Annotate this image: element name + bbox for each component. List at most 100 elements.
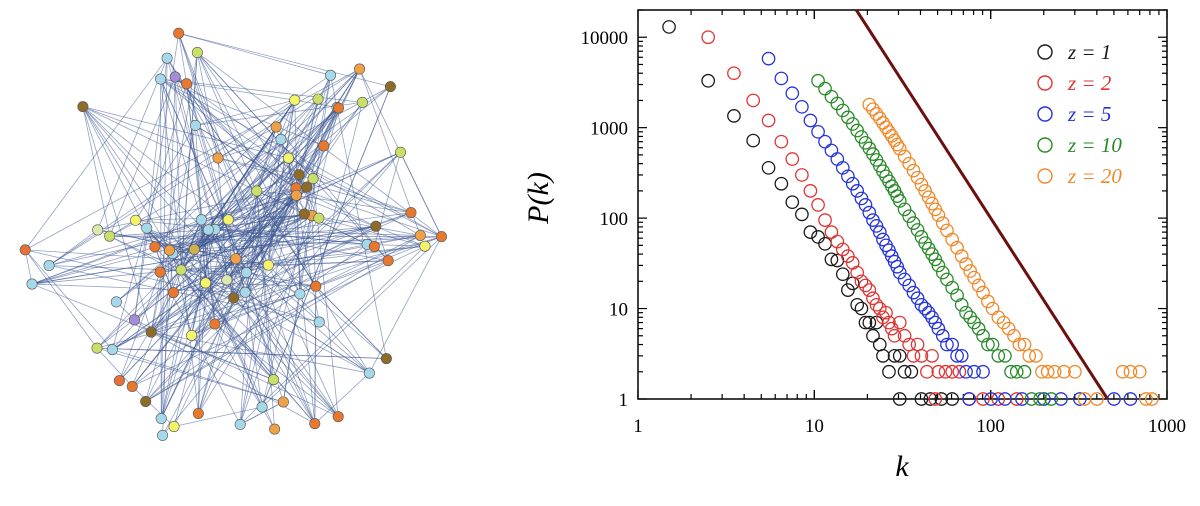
network-node (149, 241, 161, 253)
data-point (1001, 321, 1016, 336)
data-point (869, 297, 884, 312)
data-point (897, 328, 912, 343)
data-point (890, 259, 905, 274)
network-node (234, 418, 246, 430)
plot-frame (637, 9, 1168, 400)
network-edge (173, 406, 263, 427)
data-point (1024, 392, 1039, 406)
network-edge (214, 229, 320, 323)
data-point (803, 113, 818, 128)
network-node (92, 224, 104, 236)
y-tick-label: 10000 (581, 28, 629, 49)
network-node (267, 374, 279, 386)
data-point (950, 348, 964, 363)
network-node (298, 208, 310, 220)
data-point (1033, 392, 1047, 406)
data-point (914, 348, 929, 363)
network-edge (268, 243, 368, 266)
data-point (959, 305, 973, 320)
legend: z = 1 z = 2 z = 5 z = 10 z = 20 (1037, 40, 1122, 188)
data-point (906, 216, 921, 230)
data-point (938, 364, 953, 379)
network-node (189, 119, 201, 131)
network-edge (311, 215, 421, 236)
data-point (872, 111, 887, 126)
network-node (370, 220, 382, 232)
network-node (332, 102, 344, 114)
network-edge (267, 264, 339, 417)
network-edge (159, 157, 289, 273)
network-edge (235, 68, 360, 259)
data-point (934, 392, 949, 406)
data-point (811, 124, 825, 139)
data-point (890, 137, 905, 152)
network-node (188, 243, 200, 255)
data-point (935, 328, 950, 343)
data-point (985, 301, 1000, 316)
network-edge (217, 157, 228, 280)
network-edge (214, 323, 274, 380)
network-node (309, 418, 321, 430)
data-point (876, 348, 890, 363)
data-point (991, 348, 1006, 363)
data-point (1054, 392, 1068, 406)
legend-label: z = 10 (1067, 133, 1122, 157)
network-node (154, 266, 166, 278)
network-edge (275, 126, 389, 261)
network-node (168, 420, 180, 432)
network-edge (25, 249, 269, 266)
network-node (157, 429, 169, 441)
network-edge (132, 245, 426, 387)
network-node (222, 214, 234, 226)
legend-label: z = 5 (1067, 102, 1111, 126)
data-point (835, 267, 850, 282)
network-edge (311, 215, 317, 287)
data-point (1029, 348, 1043, 363)
network-node (175, 264, 187, 276)
data-point (818, 81, 832, 96)
data-point (935, 216, 950, 230)
data-point (746, 93, 761, 108)
data-point (945, 392, 960, 406)
network-edge (151, 236, 442, 333)
data-point (945, 364, 960, 379)
data-point (914, 297, 929, 312)
network-edge (166, 57, 301, 295)
data-point (811, 230, 825, 244)
data-point (1073, 392, 1087, 406)
data-point (940, 223, 954, 238)
network-node (313, 212, 325, 224)
y-tick-label: 1000 (590, 119, 628, 140)
network-edge (368, 236, 442, 374)
network-edge (150, 125, 196, 333)
network-edge (116, 107, 339, 303)
data-point (1123, 392, 1138, 406)
network-edge (150, 52, 198, 333)
network-edge (295, 187, 442, 238)
data-point (761, 51, 776, 66)
network-edge (48, 265, 320, 323)
network-edge (162, 152, 401, 436)
data-point (914, 392, 929, 406)
data-point (835, 103, 850, 118)
data-point (902, 156, 917, 171)
data-point (931, 258, 946, 273)
network-node (161, 52, 173, 64)
network-node (230, 253, 242, 265)
data-point (824, 225, 839, 239)
data-point (818, 213, 832, 227)
data-point (866, 291, 880, 306)
network-edge (169, 236, 442, 251)
network-edge (256, 98, 319, 192)
y-axis-title: P(k) (522, 172, 555, 225)
x-tick-label: 1000 (1148, 416, 1186, 437)
data-point (897, 364, 912, 379)
data-point (1068, 364, 1082, 379)
data-point (1057, 364, 1071, 379)
network-edge (145, 282, 206, 402)
network-edge (145, 151, 401, 402)
data-point (785, 195, 800, 210)
network-edge (240, 401, 284, 425)
network-edge (166, 57, 317, 287)
data-point (985, 337, 1000, 352)
